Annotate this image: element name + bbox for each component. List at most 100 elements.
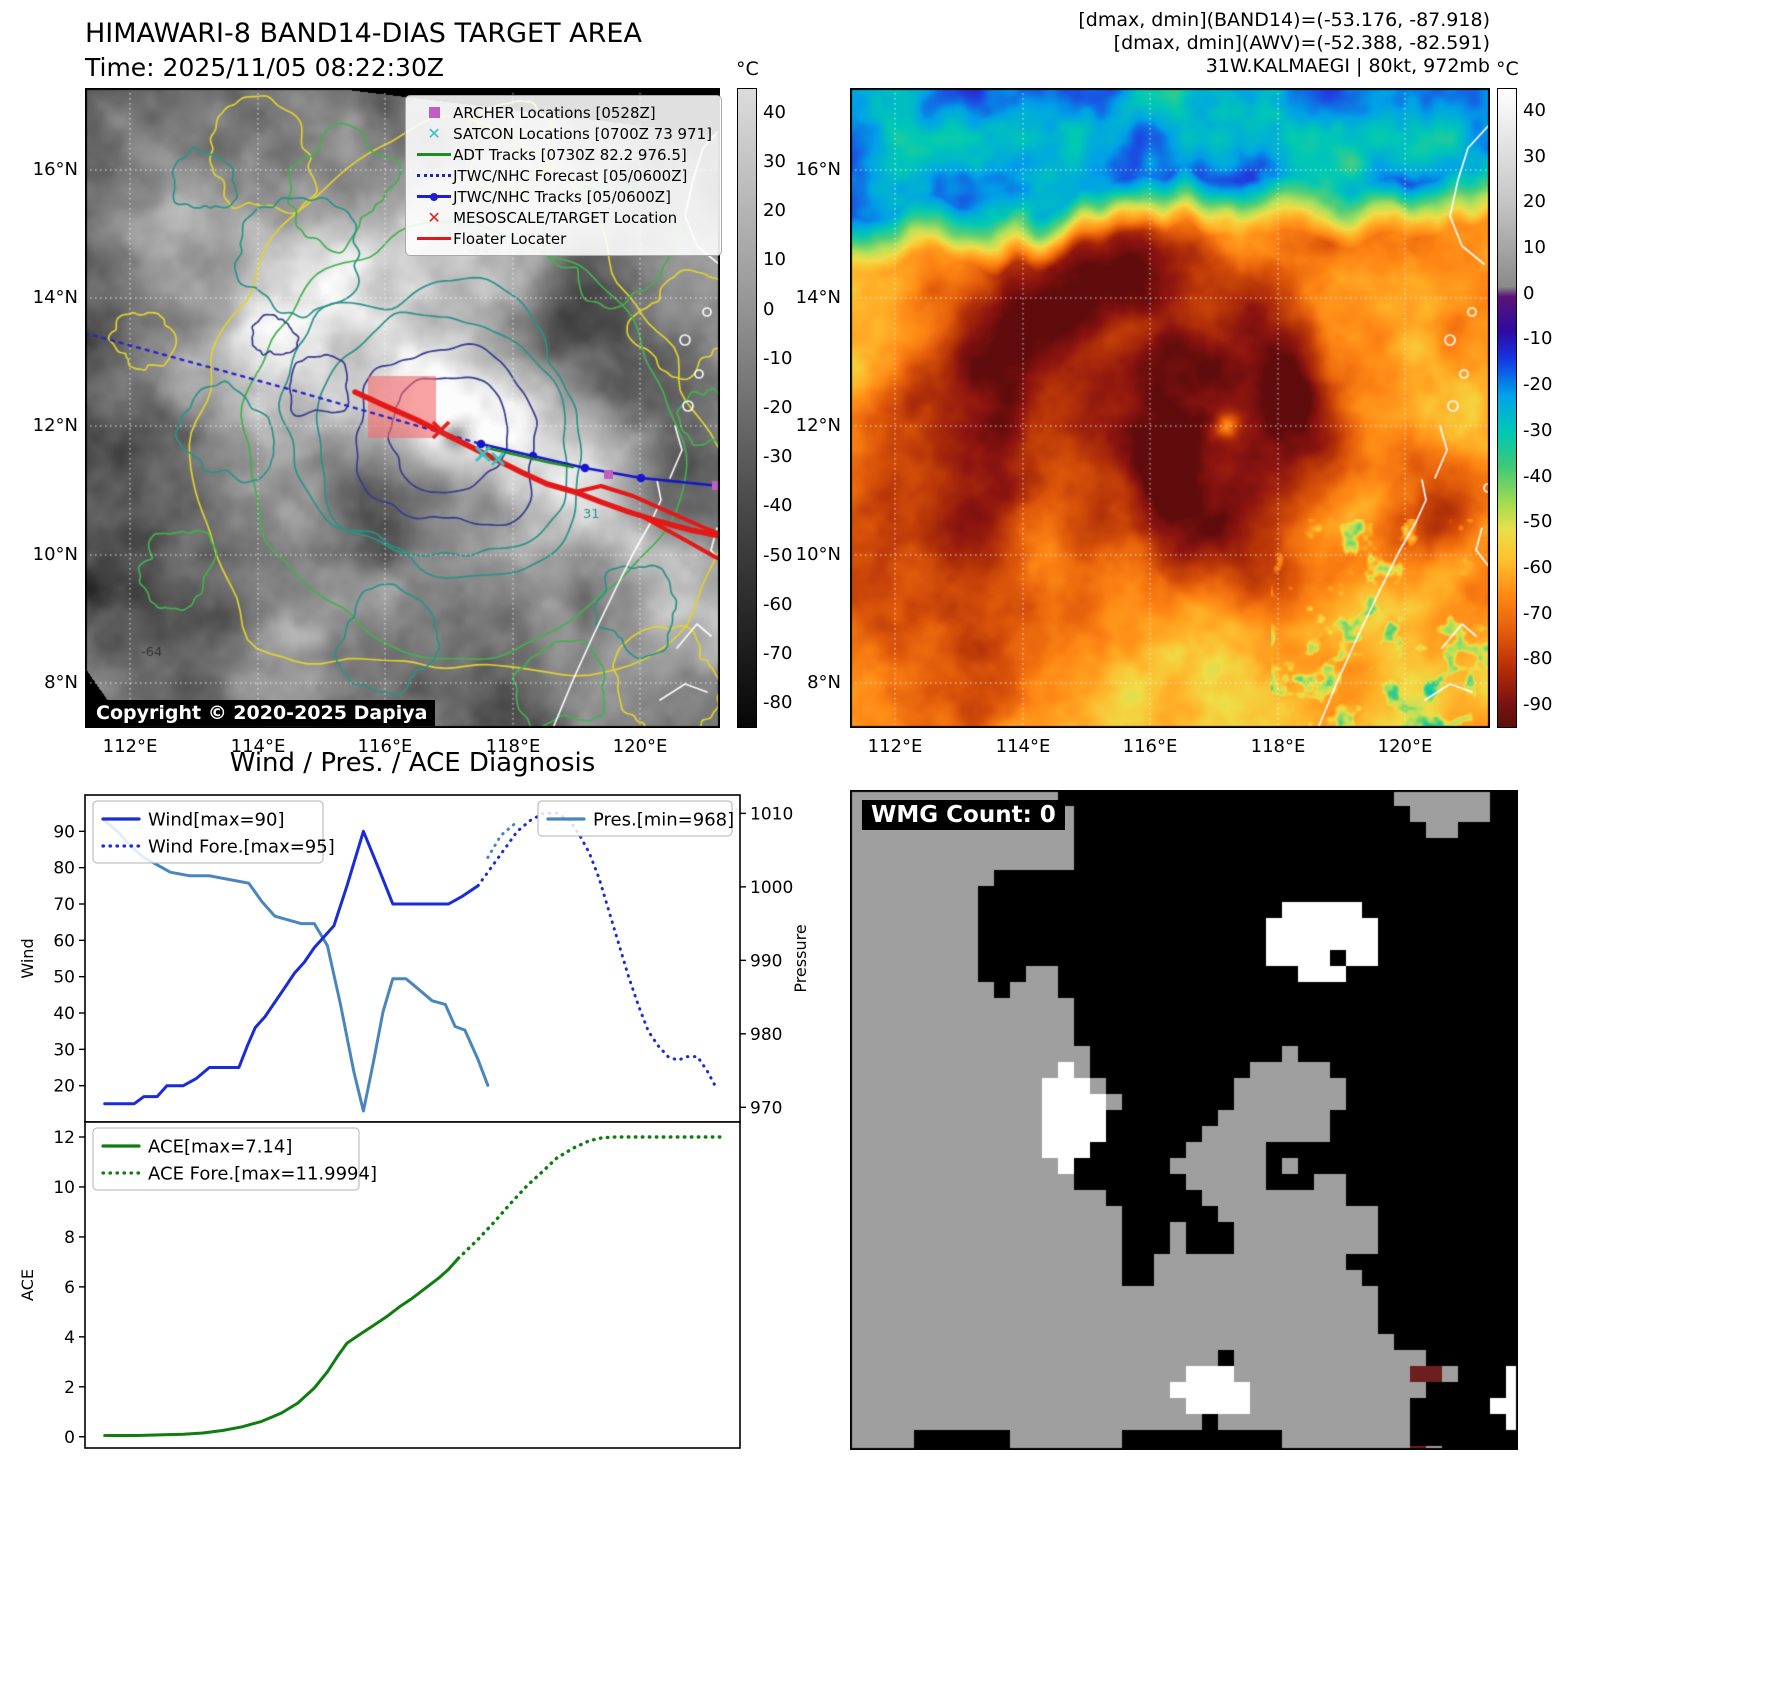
tr-y-tick-label: 14°N <box>795 287 841 308</box>
y-tick-label-right: 970 <box>750 1098 782 1118</box>
map-legend-item: ARCHER Locations [0528Z] <box>415 102 712 123</box>
x-marker-icon: ✕ <box>427 208 441 227</box>
wind-pressure-chart: 20 30 40 50 60 70 80 90 970 980 990 1000 1010 Wind Pre… <box>18 794 810 1123</box>
tl-y-tick-label: 8°N <box>44 672 78 693</box>
colorbar-tick-label: -80 <box>1523 648 1553 670</box>
colorbar-tick-label: 30 <box>763 150 786 172</box>
colorbar-tick-label: -40 <box>1523 465 1553 487</box>
y-axis-label: Wind <box>18 938 37 978</box>
colorbar-tick-label: 0 <box>763 298 775 320</box>
tr-y-tick-label: 16°N <box>795 159 841 180</box>
dotted-line-marker-icon <box>415 174 453 177</box>
legend-box: ACE[max=7.14] ACE Fore.[max=11.9994] <box>92 1127 377 1191</box>
tr-colorbar <box>1497 88 1517 728</box>
colorbar-tick-label: -90 <box>1523 694 1553 716</box>
series-wind <box>103 829 480 1106</box>
tr-annotations: [dmax, dmin](BAND14)=(-53.176, -87.918)[… <box>900 9 1490 78</box>
diagnosis-title: Wind / Pres. / ACE Diagnosis <box>229 748 596 778</box>
legend-label: ACE Fore.[max=11.9994] <box>148 1164 377 1185</box>
colorbar-tick-label: -50 <box>763 544 793 566</box>
series-pres- <box>103 819 490 1113</box>
tl-x-tick-label: 118°E <box>485 736 541 757</box>
tl-y-tick-label: 14°N <box>32 287 78 308</box>
colorbar-tick-label: -20 <box>1523 374 1553 396</box>
map-legend-item: Floater Locater <box>415 228 712 249</box>
colorbar-tick-label: -10 <box>763 347 793 369</box>
copyright-label: Copyright © 2020-2025 Dapiya <box>88 700 436 726</box>
map-legend-item: ✕ SATCON Locations [0700Z 73 971] <box>415 123 712 144</box>
colorbar-tick-label: -50 <box>1523 511 1553 533</box>
map-legend-label: JTWC/NHC Forecast [05/0600Z] <box>453 166 688 185</box>
legend-label: ACE[max=7.14] <box>148 1137 292 1158</box>
map-legend-label: JTWC/NHC Tracks [05/0600Z] <box>453 187 671 206</box>
y-axis-label: ACE <box>18 1269 37 1301</box>
map-legend-item: JTWC/NHC Forecast [05/0600Z] <box>415 165 712 186</box>
colorbar-tick-label: -40 <box>763 495 793 517</box>
tr-annotation-line: [dmax, dmin](AWV)=(-52.388, -82.591) <box>1113 32 1490 54</box>
colorbar-tick-label: -70 <box>1523 602 1553 624</box>
wmg-count-label: WMG Count: 0 <box>862 800 1065 830</box>
colorbar-tick-label: 40 <box>1523 99 1546 121</box>
tr-x-tick-label: 116°E <box>1122 736 1178 757</box>
series-ace-fore- <box>456 1135 723 1261</box>
colorbar-tick-label: -80 <box>763 692 793 714</box>
map-legend-label: ARCHER Locations [0528Z] <box>453 103 656 122</box>
tr-x-tick-label: 118°E <box>1250 736 1306 757</box>
square-marker-icon <box>415 107 453 118</box>
tr-colorbar-unit: °C <box>1496 58 1519 80</box>
tl-y-tick-label: 10°N <box>32 544 78 565</box>
colorbar-tick-label: 30 <box>1523 145 1546 167</box>
legend-label: Wind[max=90] <box>148 810 285 831</box>
map-legend-label: MESOSCALE/TARGET Location <box>453 208 678 227</box>
legend-label: Pres.[min=968] <box>593 810 734 831</box>
y-tick-label: 50 <box>53 968 75 988</box>
colorbar-tick-label: 20 <box>1523 191 1546 213</box>
y-tick-label: 90 <box>53 822 75 842</box>
tr-y-tick-label: 8°N <box>807 672 841 693</box>
map-legend-item: ✕ MESOSCALE/TARGET Location <box>415 207 712 228</box>
colorbar-tick-label: -30 <box>1523 419 1553 441</box>
y-tick-label-right: 990 <box>750 951 782 971</box>
tl-x-tick-label: 120°E <box>612 736 668 757</box>
y-axis-label-right: Pressure <box>791 924 810 992</box>
tl-x-tick-label: 112°E <box>102 736 158 757</box>
legend-box: Pres.[min=968] <box>537 800 734 837</box>
tl-colorbar <box>737 88 757 728</box>
wmg-mask-canvas <box>850 790 1518 1450</box>
y-tick-label: 20 <box>53 1077 75 1097</box>
tr-x-tick-label: 120°E <box>1377 736 1433 757</box>
colorbar-tick-label: 10 <box>763 249 786 271</box>
y-tick-label: 40 <box>53 1004 75 1024</box>
line-dot-marker-icon <box>415 192 453 201</box>
y-tick-label: 4 <box>64 1328 75 1348</box>
y-tick-label: 2 <box>64 1378 75 1398</box>
colorbar-tick-label: -70 <box>763 643 793 665</box>
line-marker-icon <box>415 237 453 240</box>
tr-x-tick-label: 112°E <box>867 736 923 757</box>
y-tick-label-right: 1010 <box>750 804 793 824</box>
y-tick-label: 6 <box>64 1278 75 1298</box>
panel-tl-title: HIMAWARI-8 BAND14-DIAS TARGET AREA <box>85 18 642 49</box>
y-tick-label: 10 <box>53 1178 75 1198</box>
colorbar-tick-label: -60 <box>763 593 793 615</box>
y-tick-label-right: 1000 <box>750 878 793 898</box>
tl-y-tick-label: 12°N <box>32 415 78 436</box>
colorbar-tick-label: 0 <box>1523 282 1535 304</box>
y-tick-label: 70 <box>53 895 75 915</box>
map-legend-label: SATCON Locations [0700Z 73 971] <box>453 124 712 143</box>
tr-x-tick-label: 114°E <box>995 736 1051 757</box>
colorbar-tick-label: -30 <box>763 446 793 468</box>
tl-colorbar-unit: °C <box>736 58 759 80</box>
ace-chart: 0 2 4 6 8 10 12 ACE ACE[max=7.14] ACE Fore.[max=1… <box>18 1121 741 1449</box>
y-tick-label: 80 <box>53 859 75 879</box>
colorbar-tick-label: 40 <box>763 101 786 123</box>
kalmaegi-ir-map <box>850 88 1490 728</box>
tl-y-tick-label: 16°N <box>32 159 78 180</box>
y-tick-label: 12 <box>53 1128 75 1148</box>
map-legend-item: ADT Tracks [0730Z 82.2 976.5] <box>415 144 712 165</box>
legend-label: Wind Fore.[max=95] <box>148 837 335 858</box>
y-tick-label: 60 <box>53 931 75 951</box>
colorbar-tick-label: -20 <box>763 397 793 418</box>
map-legend-label: Floater Locater <box>453 229 567 248</box>
